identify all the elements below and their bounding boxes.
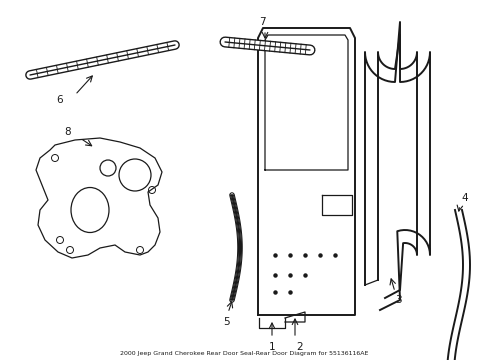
Text: 5: 5 [222, 317, 229, 327]
Text: 7: 7 [258, 17, 265, 27]
Text: 2000 Jeep Grand Cherokee Rear Door Seal-Rear Door Diagram for 55136116AE: 2000 Jeep Grand Cherokee Rear Door Seal-… [120, 351, 367, 356]
Text: 4: 4 [461, 193, 468, 203]
Text: 1: 1 [268, 342, 275, 352]
Text: 6: 6 [57, 95, 63, 105]
Text: 8: 8 [64, 127, 71, 137]
Text: 2: 2 [296, 342, 303, 352]
Text: 3: 3 [394, 295, 401, 305]
